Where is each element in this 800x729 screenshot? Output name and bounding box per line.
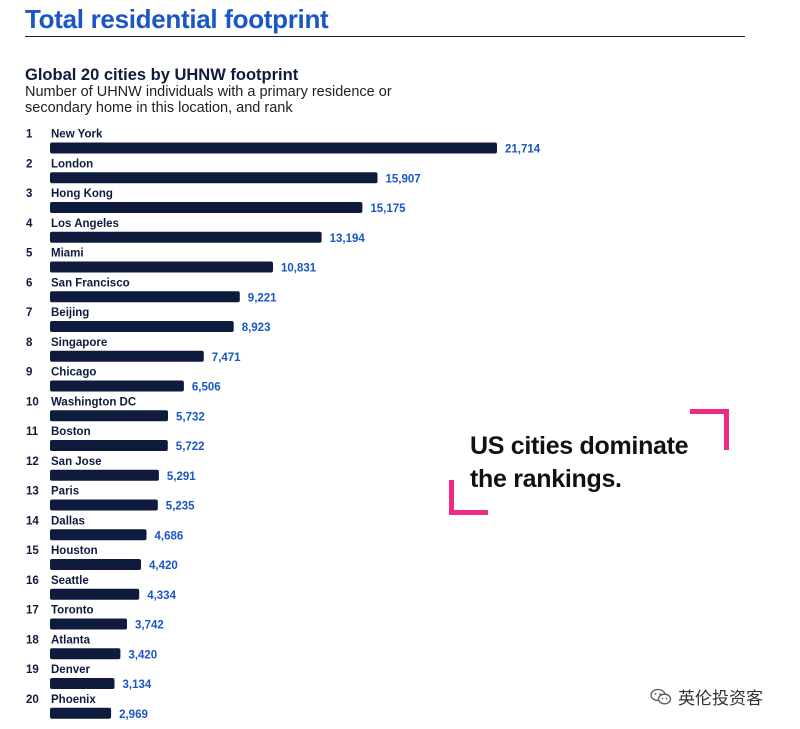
city-label: Paris (51, 486, 79, 498)
bar (50, 380, 184, 392)
rank-label: 4 (26, 218, 33, 230)
value-label: 5,722 (176, 441, 205, 453)
city-label: New York (51, 129, 103, 141)
rank-label: 13 (26, 486, 39, 498)
value-label: 10,831 (281, 263, 317, 275)
value-label: 21,714 (505, 144, 541, 156)
city-label: Washington DC (51, 396, 136, 408)
value-label: 9,221 (248, 292, 277, 304)
city-label: Singapore (51, 337, 107, 349)
city-label: Atlanta (51, 634, 91, 646)
bar (50, 588, 140, 600)
value-label: 2,969 (119, 709, 148, 721)
rank-label: 20 (26, 694, 39, 706)
watermark-text: 英伦投资客 (678, 689, 763, 709)
city-label: Chicago (51, 367, 96, 379)
bar (50, 707, 112, 719)
city-label: Boston (51, 426, 91, 438)
rank-label: 5 (26, 248, 33, 260)
value-label: 5,732 (176, 411, 205, 423)
rank-label: 3 (26, 188, 32, 200)
value-label: 6,506 (192, 382, 221, 394)
rank-label: 11 (26, 426, 39, 438)
callout-corner-top-right (690, 409, 729, 450)
value-label: 3,742 (135, 620, 164, 632)
bar (50, 291, 240, 303)
city-label: Dallas (51, 515, 85, 527)
city-label: Houston (51, 545, 98, 557)
bar (50, 499, 158, 511)
chart-subtitle: Number of UHNW individuals with a primar… (25, 84, 392, 116)
bar (50, 410, 168, 422)
city-label: Miami (51, 248, 84, 260)
bar (50, 202, 363, 213)
bar (50, 261, 273, 273)
chart-title: Global 20 cities by UHNW footprint (25, 66, 299, 84)
bar (50, 529, 147, 541)
page-title: Total residential footprint (25, 4, 329, 34)
city-label: Seattle (51, 575, 89, 587)
bar (50, 231, 322, 243)
rank-label: 2 (26, 158, 32, 170)
city-label: San Jose (51, 456, 102, 468)
value-label: 5,291 (167, 471, 196, 483)
value-label: 13,194 (330, 233, 366, 245)
rank-label: 9 (26, 367, 32, 379)
callout-text: US cities dominate the rankings. (470, 430, 689, 496)
value-label: 3,420 (128, 649, 157, 661)
city-label: Phoenix (51, 694, 96, 706)
bar (50, 618, 127, 630)
rank-label: 16 (26, 575, 39, 587)
bar (50, 350, 204, 362)
rank-label: 10 (26, 396, 39, 408)
rank-label: 15 (26, 545, 39, 557)
rank-label: 1 (26, 129, 33, 141)
city-label: Hong Kong (51, 188, 113, 200)
value-label: 4,686 (155, 530, 184, 542)
rank-label: 19 (26, 664, 39, 676)
city-label: San Francisco (51, 277, 130, 289)
value-label: 4,334 (147, 590, 176, 602)
value-label: 5,235 (166, 501, 195, 513)
rank-label: 7 (26, 307, 32, 319)
value-label: 15,175 (370, 203, 406, 215)
city-label: Denver (51, 664, 91, 676)
value-label: 8,923 (242, 322, 271, 334)
value-label: 3,134 (123, 679, 152, 691)
bar (50, 142, 497, 154)
bar (50, 678, 115, 689)
bar (50, 469, 159, 481)
wechat-icon (650, 688, 672, 704)
callout-line-1: US cities dominate (470, 432, 689, 460)
bar (50, 559, 141, 570)
bar (50, 648, 121, 660)
city-label: London (51, 158, 93, 170)
value-label: 4,420 (149, 560, 178, 572)
value-label: 7,471 (212, 352, 241, 364)
value-label: 15,907 (386, 173, 421, 185)
bar (50, 440, 168, 451)
rank-label: 12 (26, 456, 39, 468)
city-label: Beijing (51, 307, 89, 319)
watermark: 英伦投资客 (650, 684, 763, 709)
rank-label: 8 (26, 337, 33, 349)
rank-label: 14 (26, 515, 39, 527)
callout-line-2: the rankings. (470, 465, 622, 493)
rank-label: 6 (26, 277, 32, 289)
bar (50, 172, 378, 184)
city-label: Los Angeles (51, 218, 119, 230)
city-label: Toronto (51, 605, 94, 617)
rank-label: 18 (26, 634, 39, 646)
bar (50, 321, 234, 332)
rank-label: 17 (26, 605, 39, 617)
callout-corner-bottom-left (449, 480, 488, 515)
title-divider (25, 36, 745, 37)
